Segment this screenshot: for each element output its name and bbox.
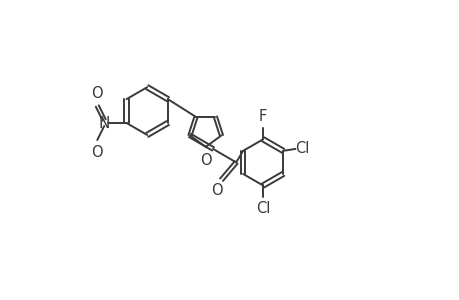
Text: O: O [90,145,102,160]
Text: O: O [200,153,212,168]
Text: F: F [258,109,267,124]
Text: Cl: Cl [295,141,309,156]
Text: O: O [90,86,102,101]
Text: O: O [211,183,222,198]
Text: N: N [98,116,110,130]
Text: Cl: Cl [255,201,270,216]
